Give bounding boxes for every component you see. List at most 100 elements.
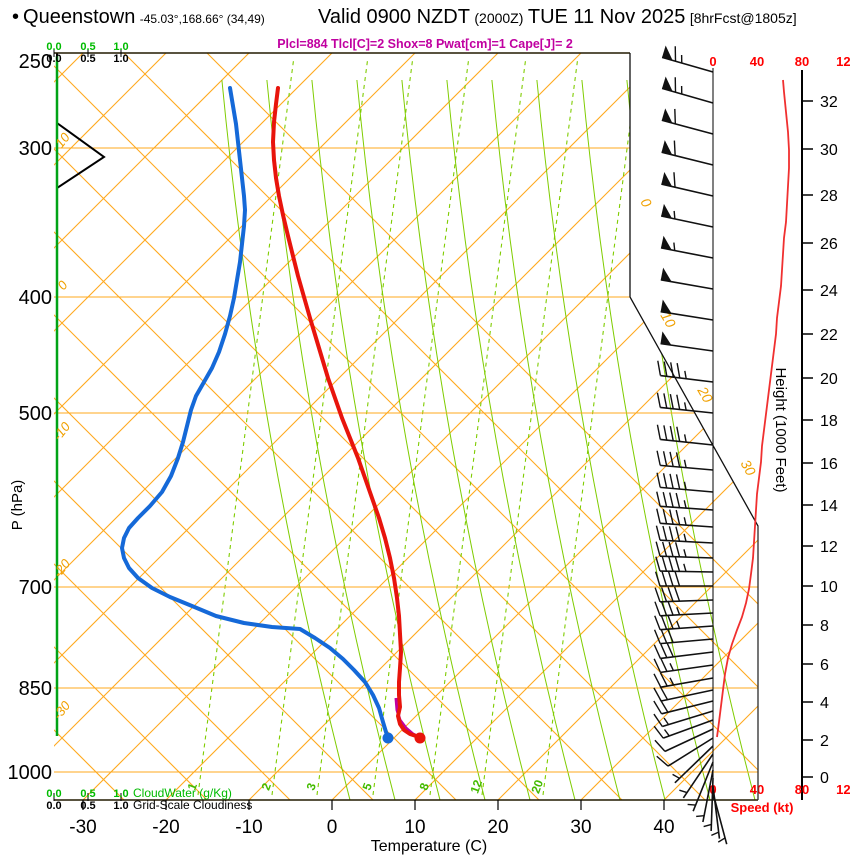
cloudiness-axis-title: Grid-Scale Cloudiness [133, 798, 252, 812]
wind-barb-half [684, 370, 687, 379]
wind-barb-full [653, 673, 662, 688]
wind-barb-half [711, 831, 719, 837]
wind-barb [660, 203, 714, 228]
dry-adiabat-line [54, 53, 540, 800]
wind-barb [654, 728, 714, 753]
wind-barb-half [673, 210, 676, 219]
mixing-ratio-label: 2 [259, 781, 275, 792]
cloudiness-scale-bottom: 0.5 [80, 800, 95, 812]
wind-barb [660, 235, 714, 259]
wind-barb-staff [660, 374, 714, 383]
temp-tick-label: 20 [487, 817, 508, 838]
surface-dewpoint-dot [382, 732, 394, 744]
pressure-axis-title: P (hPa) [9, 480, 26, 531]
speed-tick-label-top: 80 [795, 54, 809, 69]
wind-barb-staff [712, 792, 728, 845]
valid-time-title: Valid 0900 NZDT (2000Z) TUE 11 Nov 2025 … [318, 6, 797, 29]
mixing-ratio-label: 1 [185, 781, 201, 792]
pressure-tick-label: 700 [19, 577, 52, 599]
wind-barb-half [687, 803, 696, 806]
wind-barb-full [663, 361, 668, 377]
wind-barb-full [660, 587, 668, 602]
wind-barb-staff [660, 464, 714, 471]
wind-barb-full [674, 542, 681, 558]
wind-barb-full [656, 450, 661, 466]
wind-barb-half [717, 837, 726, 843]
temp-tick-label: 10 [404, 817, 425, 838]
wind-barb-full [656, 392, 661, 408]
wind-barb [656, 450, 714, 471]
wind-barb-half [683, 549, 687, 558]
height-tick-label: 32 [820, 94, 838, 111]
wind-barb-staff [660, 539, 714, 544]
wind-barb-full [674, 108, 677, 124]
wind-barb-half [683, 402, 687, 411]
wind-barb-full [675, 452, 681, 468]
wind-barb-staff [660, 664, 714, 674]
station-bullet-icon: • [12, 6, 20, 28]
height-tick-label: 22 [820, 327, 838, 344]
mixing-ratio-label: 3 [304, 781, 320, 792]
wind-barb-staff [660, 689, 714, 702]
wind-barb [661, 108, 714, 135]
wind-barb-full [669, 393, 674, 409]
wind-barb-full [669, 473, 674, 489]
wind-barb-staff [660, 247, 714, 259]
wind-barb-staff [660, 625, 714, 631]
mixing-ratio-line [316, 59, 414, 796]
wind-barb-staff [659, 570, 714, 573]
height-tick-label: 30 [820, 142, 838, 159]
isotherm-line [54, 53, 748, 800]
isotherm-label-right: 30 [738, 457, 760, 479]
wind-barb-full [663, 393, 668, 409]
isotherm-line [54, 53, 333, 800]
wind-barb-full [654, 739, 666, 752]
wind-barb [661, 172, 714, 197]
height-tick-label: 10 [820, 579, 838, 596]
wind-barb-full [656, 491, 661, 507]
pressure-tick-label: 850 [19, 678, 52, 700]
moist-adiabat-line [446, 79, 576, 800]
wind-barb-full [657, 360, 662, 376]
wind-barb-full [659, 699, 669, 713]
wind-barb-pennant [660, 235, 672, 250]
dry-adiabat-line [54, 53, 758, 800]
cloudwater-scale-top: 0.0 [46, 41, 61, 53]
wind-barb-staff [692, 761, 714, 812]
wind-barb [656, 508, 714, 528]
wind-barb [656, 424, 714, 446]
isotherm-line [580, 53, 758, 800]
title-bar: • Queenstown -45.03°,168.66° (34,49) Vali… [0, 6, 850, 36]
cloudwater-scale-top: 0.5 [80, 41, 95, 53]
wind-barb-full [668, 556, 674, 572]
dry-adiabat-line [206, 53, 758, 800]
wind-barb-full [653, 700, 663, 715]
wind-barb-full [674, 571, 681, 587]
wind-barb-half [673, 242, 676, 251]
wind-barb [661, 140, 714, 166]
wind-barb-full [667, 571, 674, 587]
pressure-tick-label: 250 [19, 51, 52, 73]
wind-barb-full [675, 492, 681, 508]
mixing-ratio-label: 5 [360, 781, 376, 792]
wind-barb-full [676, 426, 681, 442]
dewpoint-curve [120, 86, 390, 740]
speed-tick-label-top: 120 [836, 54, 850, 69]
temp-tick-label: -10 [235, 817, 262, 838]
wind-barb-full [653, 725, 664, 739]
cloudwater-axis-title: CloudWater (g/Kg) [133, 786, 232, 800]
pressure-tick-label: 500 [19, 403, 52, 425]
cloudiness-scale-bottom: 0.0 [46, 800, 61, 812]
wind-barb [656, 737, 714, 767]
height-tick-label: 2 [820, 733, 829, 750]
cloudwater-scale-bottom: 1.0 [113, 788, 128, 800]
wind-barb-half [669, 663, 675, 671]
wind-barb [654, 571, 713, 587]
wind-barb-full [660, 614, 668, 630]
isotherm-line [248, 53, 758, 800]
wind-barb-layer [653, 45, 728, 845]
moist-adiabat-line [221, 79, 351, 800]
moist-adiabat-line [581, 79, 711, 800]
wind-barb-full [659, 686, 669, 701]
